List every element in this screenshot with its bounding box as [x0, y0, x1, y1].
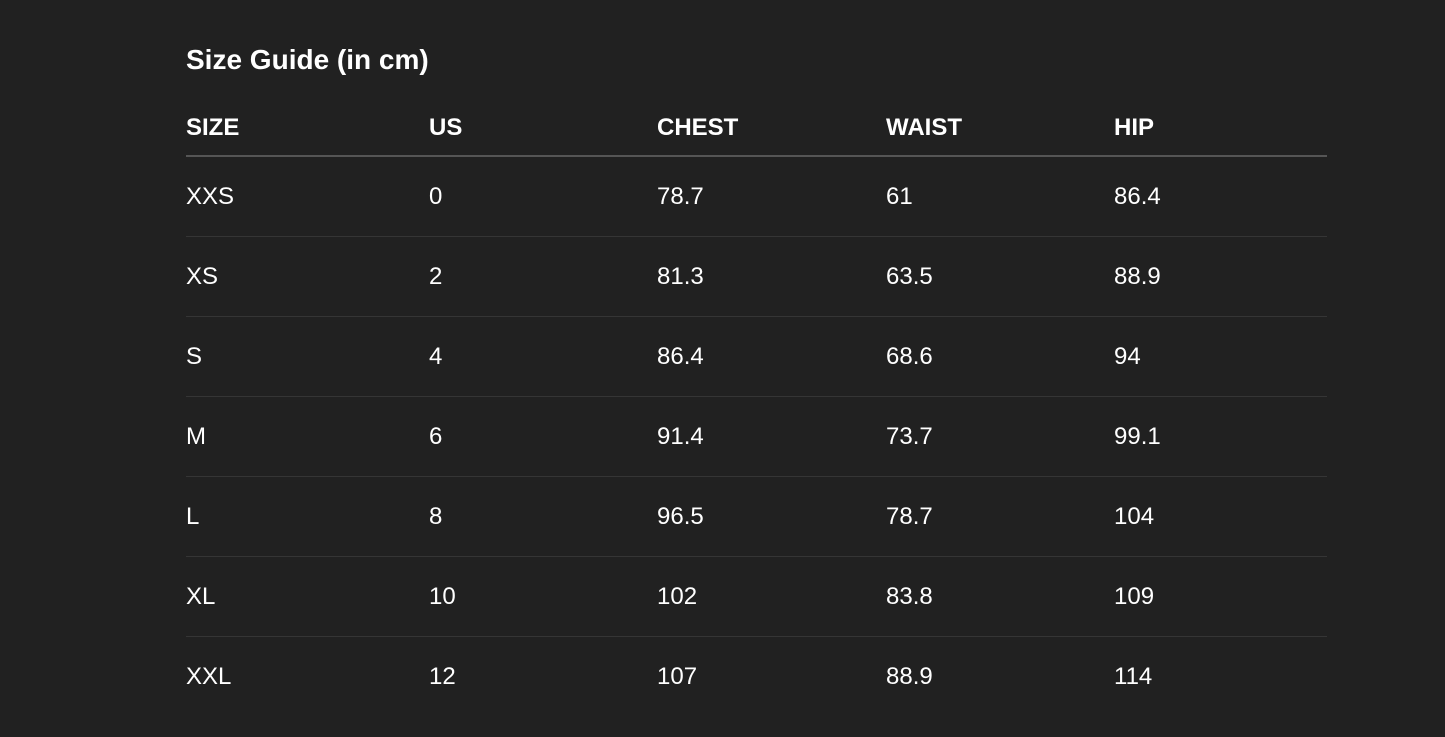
cell-us: 12 [429, 662, 456, 690]
cell-waist: 61 [886, 156, 1114, 237]
header-row: SIZE US CHEST WAIST HIP [186, 100, 1327, 157]
table-row: S 4 86.4 68.6 94 [186, 316, 1327, 397]
cell-chest: 96.5 [657, 476, 886, 557]
column-header-waist: WAIST [886, 100, 1114, 157]
column-header-chest: CHEST [657, 100, 886, 157]
cell-us: 8 [429, 476, 657, 557]
size-guide-table: SIZE US CHEST WAIST HIP XXS 0 78.7 61 86.4 XS… [186, 100, 1327, 716]
cell-waist: 83.8 [886, 556, 1114, 637]
table-row: M 6 91.4 73.7 99.1 [186, 396, 1327, 477]
cell-waist: 88.9 [886, 662, 933, 690]
cell-size: XL [186, 556, 429, 637]
cell-hip: 99.1 [1114, 396, 1327, 477]
cell-size: S [186, 316, 429, 397]
cell-waist: 78.7 [886, 476, 1114, 557]
table-row: XS 2 81.3 63.5 88.9 [186, 236, 1327, 317]
cell-hip: 94 [1114, 316, 1327, 397]
table-row: XL 10 102 83.8 109 [186, 556, 1327, 637]
column-header-hip: HIP [1114, 100, 1327, 157]
cell-hip: 109 [1114, 556, 1327, 637]
cell-size: L [186, 476, 429, 557]
cell-chest: 81.3 [657, 236, 886, 317]
cell-hip: 88.9 [1114, 236, 1327, 317]
cell-size: M [186, 396, 429, 477]
cell-waist: 73.7 [886, 396, 1114, 477]
cell-size: XXS [186, 156, 429, 237]
cell-chest: 86.4 [657, 316, 886, 397]
column-header-us: US [429, 100, 657, 157]
cell-chest: 102 [657, 556, 886, 637]
cell-hip: 114 [1114, 662, 1153, 690]
table-row: XXL 12 107 88.9 114 [186, 637, 1327, 717]
cell-hip: 104 [1114, 476, 1327, 557]
cell-us: 10 [429, 556, 657, 637]
cell-chest: 91.4 [657, 396, 886, 477]
cell-chest: 107 [657, 662, 698, 690]
cell-us: 2 [429, 236, 657, 317]
table-row: XXS 0 78.7 61 86.4 [186, 156, 1327, 237]
cell-size: XXL [186, 662, 232, 690]
cell-waist: 63.5 [886, 236, 1114, 317]
cell-hip: 86.4 [1114, 156, 1327, 237]
cell-us: 0 [429, 156, 657, 237]
column-header-size: SIZE [186, 100, 429, 157]
table-row: L 8 96.5 78.7 104 [186, 476, 1327, 557]
cell-waist: 68.6 [886, 316, 1114, 397]
cell-size: XS [186, 236, 429, 317]
cell-us: 4 [429, 316, 657, 397]
page-title: Size Guide (in cm) [186, 44, 429, 75]
cell-chest: 78.7 [657, 156, 886, 237]
cell-us: 6 [429, 396, 657, 477]
